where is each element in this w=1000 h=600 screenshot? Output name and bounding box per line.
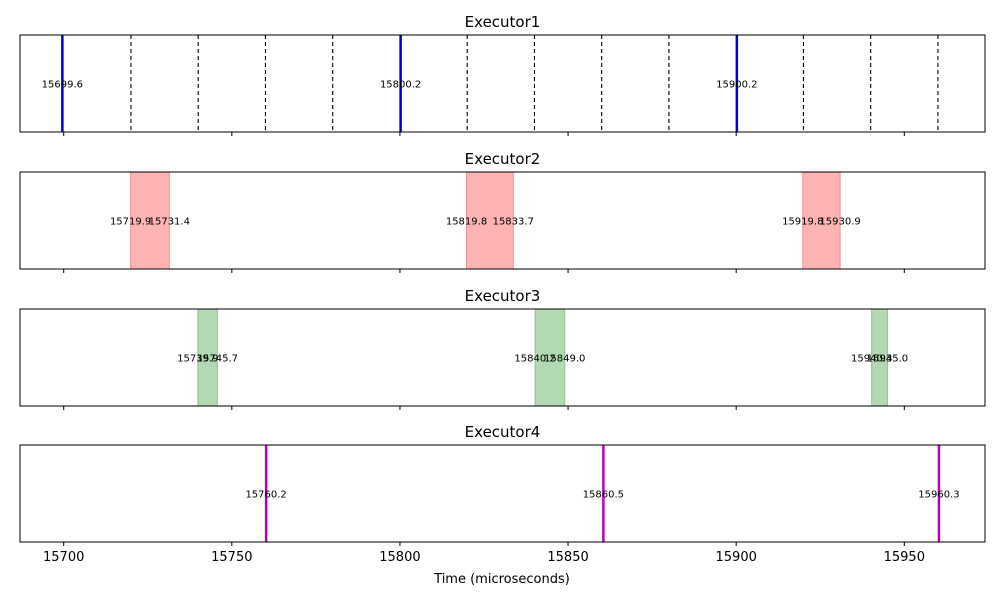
x-axis-label: Time (microseconds) bbox=[433, 572, 570, 587]
event-label: 15800.2 bbox=[380, 80, 421, 91]
span-start-label: 15919.8 bbox=[782, 217, 823, 228]
span-start-label: 15739.9 bbox=[177, 354, 218, 365]
span-end-label: 15849.0 bbox=[544, 354, 585, 365]
panel-frame bbox=[19, 444, 986, 543]
event-label: 15760.2 bbox=[245, 490, 286, 501]
x-tick-label: 15850 bbox=[547, 550, 588, 565]
span-start-label: 15819.8 bbox=[446, 217, 487, 228]
span-end-label: 15945.0 bbox=[867, 354, 908, 365]
span-end-label: 15745.7 bbox=[197, 354, 238, 365]
span-start-label: 15940.3 bbox=[851, 354, 892, 365]
span-end-label: 15833.7 bbox=[493, 217, 534, 228]
span-end-label: 15930.9 bbox=[819, 217, 860, 228]
event-label: 15699.6 bbox=[42, 80, 83, 91]
span-end-label: 15731.4 bbox=[149, 217, 190, 228]
panel-frame bbox=[19, 34, 986, 133]
x-tick-label: 15950 bbox=[884, 550, 925, 565]
panel-title: Executor3 bbox=[465, 287, 541, 305]
x-tick-label: 15750 bbox=[211, 550, 252, 565]
panel-frame bbox=[19, 308, 986, 407]
panels-group: Executor1 15699.6 15800.2 15900.2 Executor2 1… bbox=[19, 13, 986, 565]
span-start-label: 15840.2 bbox=[514, 354, 555, 365]
interval-span bbox=[534, 308, 566, 407]
panel-title: Executor1 bbox=[465, 13, 541, 31]
x-tick-label: 15800 bbox=[379, 550, 420, 565]
panel-title: Executor4 bbox=[465, 423, 541, 441]
panel-4: Executor4 15760.2 15860.5 15960.3 15700 15750… bbox=[19, 423, 986, 565]
x-tick-label: 15700 bbox=[43, 550, 84, 565]
x-tick-label: 15900 bbox=[716, 550, 757, 565]
panel-1: Executor1 15699.6 15800.2 15900.2 bbox=[19, 13, 986, 136]
event-label: 15860.5 bbox=[583, 490, 624, 501]
panel-title: Executor2 bbox=[465, 150, 541, 168]
panel-frame bbox=[19, 171, 986, 270]
event-label: 15900.2 bbox=[716, 80, 757, 91]
span-start-label: 15719.9 bbox=[110, 217, 151, 228]
event-label: 15960.3 bbox=[918, 490, 959, 501]
